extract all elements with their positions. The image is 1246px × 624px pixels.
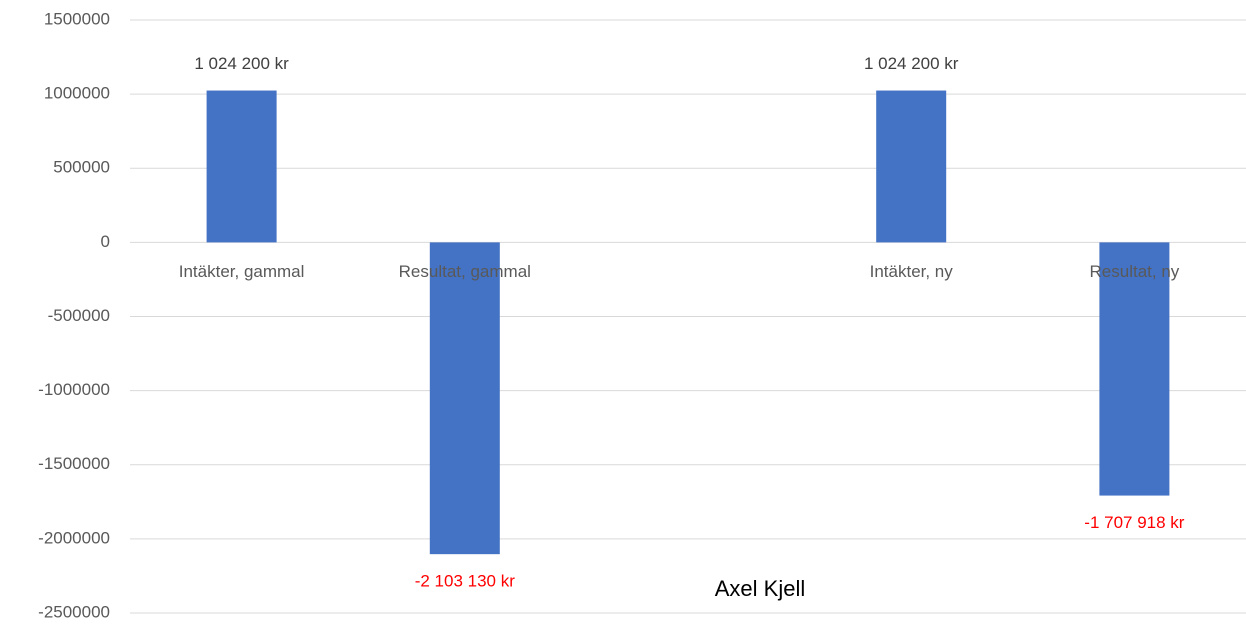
data-label: 1 024 200 kr: [864, 54, 959, 73]
x-tick-label: Intäkter, gammal: [179, 262, 305, 281]
y-tick-label: 1000000: [44, 84, 110, 103]
x-axis-title: Axel Kjell: [715, 576, 805, 601]
bar: [1099, 242, 1170, 496]
bar: [206, 90, 277, 243]
y-tick-label: -1000000: [38, 380, 110, 399]
data-label: 1 024 200 kr: [194, 54, 289, 73]
x-tick-label: Resultat, gammal: [399, 262, 531, 281]
bar: [876, 90, 947, 243]
bar: [429, 242, 500, 555]
data-label: -1 707 918 kr: [1084, 513, 1185, 532]
y-tick-label: -500000: [48, 306, 110, 325]
y-tick-label: 1500000: [44, 9, 110, 28]
y-tick-label: -2000000: [38, 528, 110, 547]
x-tick-label: Intäkter, ny: [870, 262, 954, 281]
y-tick-label: 0: [101, 232, 110, 251]
y-tick-label: -1500000: [38, 454, 110, 473]
y-tick-label: 500000: [53, 158, 110, 177]
y-tick-label: -2500000: [38, 602, 110, 621]
x-tick-label: Resultat, ny: [1090, 262, 1180, 281]
data-label: -2 103 130 kr: [415, 572, 516, 591]
